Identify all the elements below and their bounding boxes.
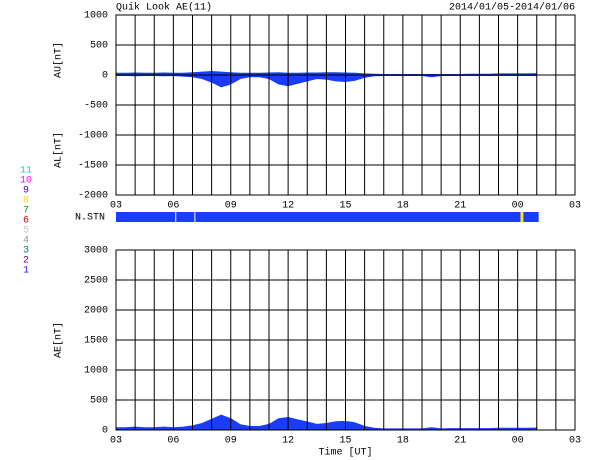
y-tick-label: -1000 (78, 131, 108, 142)
x-axis-label: Time [UT] (318, 447, 372, 459)
x-tick-label: 06 (167, 201, 179, 212)
x-tick-label: 12 (282, 436, 294, 447)
legend-entry: 4 (23, 236, 29, 247)
station-segment (176, 212, 195, 222)
y-tick-label: 2000 (84, 306, 108, 317)
legend-entry: 9 (23, 186, 29, 197)
y-tick-label: 500 (90, 41, 108, 52)
chart-title: Quik Look AE(11) (116, 2, 212, 14)
station-segment (523, 212, 539, 222)
x-tick-label: 09 (225, 201, 237, 212)
x-tick-label: 00 (512, 201, 524, 212)
plot-frame (115, 249, 576, 431)
y-axis-label: AU[nT] (53, 42, 65, 78)
y-tick-label: -2000 (78, 191, 108, 202)
legend-entry: 3 (23, 246, 29, 257)
y-tick-label: 1500 (84, 336, 108, 347)
status-label: N.STN (75, 213, 105, 224)
y-tick-label: 1000 (84, 11, 108, 22)
legend-entry: 10 (20, 176, 32, 187)
x-tick-label: 12 (282, 201, 294, 212)
plot-frame (115, 14, 576, 196)
y-tick-label: 3000 (84, 246, 108, 257)
area-series (115, 74, 538, 88)
y-axis-label: AE[nT] (53, 322, 65, 358)
station-segment (116, 212, 176, 222)
date-range: 2014/01/05-2014/01/06 (449, 2, 575, 14)
legend-entry: 6 (23, 216, 29, 227)
x-tick-label: 21 (454, 201, 466, 212)
x-tick-label: 03 (569, 436, 581, 447)
x-tick-label: 21 (454, 436, 466, 447)
y-tick-label: 0 (102, 71, 108, 82)
legend-entry: 5 (23, 226, 29, 237)
x-tick-label: 15 (339, 201, 351, 212)
x-tick-label: 18 (397, 201, 409, 212)
y-tick-label: 0 (102, 426, 108, 437)
legend-entry: 7 (23, 206, 29, 217)
station-segment (195, 212, 521, 222)
y-tick-label: 1000 (84, 366, 108, 377)
x-tick-label: 15 (339, 436, 351, 447)
legend-entry: 1 (23, 266, 29, 277)
x-tick-label: 03 (110, 201, 122, 212)
y-tick-label: 2500 (84, 276, 108, 287)
legend-entry: 2 (23, 256, 29, 267)
area-series (115, 414, 538, 431)
station-segment (520, 212, 524, 222)
y-tick-label: 500 (90, 396, 108, 407)
x-tick-label: 09 (225, 436, 237, 447)
y-tick-label: -1500 (78, 161, 108, 172)
x-tick-label: 06 (167, 436, 179, 447)
x-tick-label: 03 (110, 436, 122, 447)
legend-entry: 8 (23, 196, 29, 207)
x-tick-label: 03 (569, 201, 581, 212)
y-tick-label: -500 (84, 101, 108, 112)
y-axis-label: AL[nT] (53, 132, 65, 168)
x-tick-label: 18 (397, 436, 409, 447)
x-tick-label: 00 (512, 436, 524, 447)
legend-entry: 11 (20, 166, 32, 177)
